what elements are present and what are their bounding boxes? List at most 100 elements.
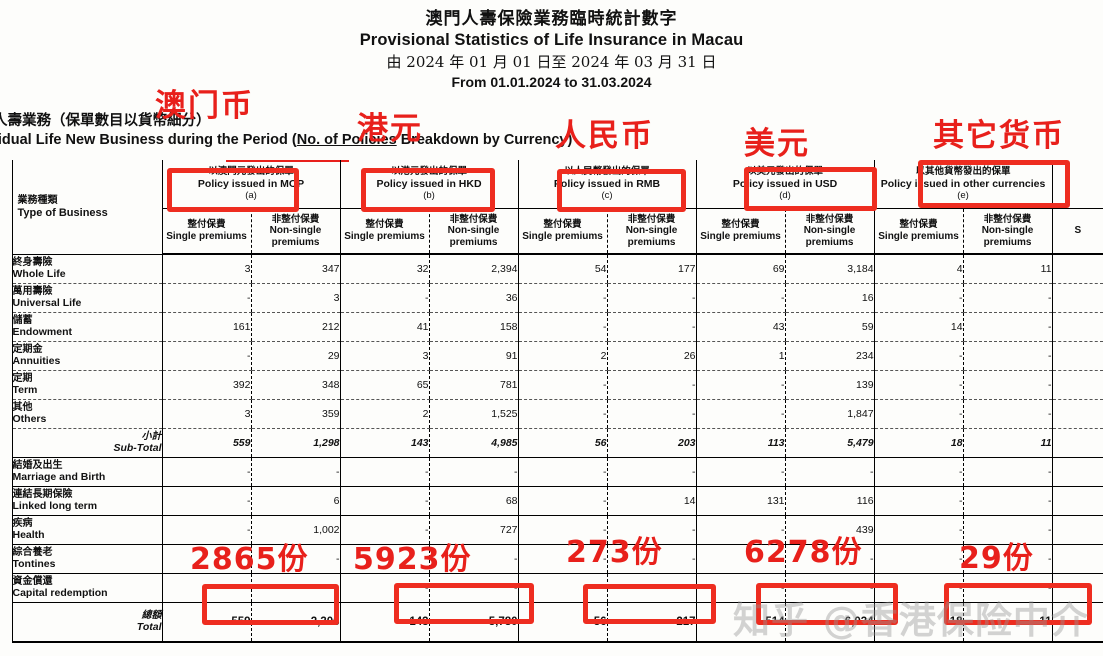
row-label-en: Tontines <box>12 557 56 570</box>
table-cell: 234 <box>784 341 875 371</box>
table-cell: - <box>517 544 608 574</box>
ph-en: Non-single premiums <box>803 225 856 248</box>
table-cell: - <box>962 312 1053 342</box>
table-cell: - <box>606 283 697 313</box>
row-partial-cell <box>1051 428 1103 458</box>
table-cell: 727 <box>428 515 519 545</box>
row-label-cn: 結婚及出生 <box>12 460 63 471</box>
row-label: 綜合養老 Tontines <box>11 544 162 574</box>
table-cell: 4 <box>873 254 964 284</box>
table-cell: - <box>606 515 697 545</box>
ph-cn: 整付保費 <box>899 219 938 231</box>
table-cell: 1,525 <box>428 399 519 429</box>
subheading-en-underlined: No. of Policies <box>296 132 397 148</box>
table-cell: - <box>962 544 1053 574</box>
table-cell: 14 <box>873 312 964 342</box>
partial-col-label: S <box>1074 225 1082 236</box>
table-cell: 3 <box>161 399 251 429</box>
table-row: 儲蓄 Endowment 161 212 41 158- -43 59 14- <box>0 312 1103 342</box>
table-cell: 3 <box>339 341 430 371</box>
table-cell: 11 <box>962 254 1053 284</box>
row-spacer <box>0 312 12 341</box>
table-cell: - <box>873 283 964 313</box>
table-cell: - <box>962 515 1053 545</box>
row-label: 小計 Sub-Total <box>11 428 162 458</box>
table-cell: 2,394 <box>428 254 519 284</box>
table-cell: - <box>784 457 875 487</box>
row-label-en: Term <box>12 383 38 396</box>
row-label: 總額 Total <box>11 602 162 643</box>
table-cell: 32 <box>339 254 430 284</box>
table-cell: 439 <box>784 515 875 545</box>
period-chinese: 由 2024 年 01 月 01 日至 2024 年 03 月 31 日 <box>386 53 717 71</box>
spacer-cell-2 <box>0 208 12 254</box>
row-label-cn: 資金償還 <box>12 576 53 587</box>
group-rmb-index: (c) <box>601 189 613 201</box>
row-label-en: Total <box>136 620 162 633</box>
ph-cn: 整付保費 <box>721 219 760 231</box>
premium-header-rmb-nonsingle: 非整付保費 Non-single premiums <box>606 208 697 255</box>
annotation-count-rmb: 273份 <box>566 535 663 570</box>
table-row: 終身壽險 Whole Life 3 347 32 2,394 54 177 69 3,184 4 11 <box>0 254 1103 284</box>
page-title: 澳門人壽保險業務臨時統計數字 Provisional Statistics of… <box>0 8 1103 92</box>
table-row: 結婚及出生 Marriage and Birth - - - - - - - - - - <box>0 457 1103 487</box>
subheading-en-part-a: Individual Life New Business during the … <box>0 132 297 148</box>
table-cell: 1,002 <box>250 515 341 545</box>
table-cell: 212 <box>250 312 341 342</box>
table-cell: - <box>606 399 697 429</box>
row-label-cn: 其他 <box>12 402 33 413</box>
table-cell: 11 <box>962 428 1053 458</box>
table-cell: 56 <box>517 602 608 643</box>
table-cell: 559 <box>161 602 251 643</box>
table-cell: 59 <box>784 312 875 342</box>
subheading: 個人人壽業務（保單數目以貨幣細分） Individual Life New Bu… <box>0 112 704 150</box>
table-cell: 6 <box>250 486 341 516</box>
ph-en: Single premiums <box>700 230 781 242</box>
partial-premium-header: S <box>1051 208 1103 255</box>
ph-en: Single premiums <box>166 230 247 242</box>
row-spacer <box>0 486 12 515</box>
premium-header-mop-nonsingle: 非整付保費 Non-single premiums <box>250 208 341 255</box>
row-label-cn: 萬用壽險 <box>12 286 53 297</box>
table-cell: 559 <box>161 428 251 458</box>
premium-header-hkd-single: 整付保費 Single premiums <box>339 208 430 255</box>
row-spacer <box>0 254 12 283</box>
type-of-business-cn: 業務種類 <box>17 194 58 206</box>
table-cell: - <box>962 370 1053 400</box>
table-cell: - <box>606 457 697 487</box>
ph-en: Single premiums <box>878 230 959 242</box>
table-cell: - <box>517 312 608 342</box>
premium-header-usd-single: 整付保費 Single premiums <box>695 208 786 255</box>
row-spacer <box>0 283 12 312</box>
statistics-table: 業務種類 Type of Business 以澳門元發出的保單 Policy i… <box>0 160 1103 643</box>
table-cell: 348 <box>250 370 341 400</box>
row-partial-cell <box>1051 573 1103 603</box>
annotation-currency-usd: 美元 <box>744 126 810 162</box>
table-cell: 113 <box>695 428 786 458</box>
group-other-cn: 以其他貨幣發出的保單 <box>915 165 1011 177</box>
table-cell: - <box>695 399 786 429</box>
table-body: 業務種類 Type of Business 以澳門元發出的保單 Policy i… <box>0 160 1103 643</box>
row-label-en: Whole Life <box>12 267 66 280</box>
table-row: 連結長期保險 Linked long term -6-68-14 131 116- - <box>0 486 1103 516</box>
table-cell: - <box>517 370 608 400</box>
table-cell: - <box>962 399 1053 429</box>
subheading-chinese: 個人人壽業務（保單數目以貨幣細分） <box>0 113 211 129</box>
row-spacer <box>0 515 12 544</box>
group-usd-en: Policy issued in USD <box>732 177 838 190</box>
table-cell: - <box>161 486 251 516</box>
group-header-mop: 以澳門元發出的保單 Policy issued in MOP (a) <box>161 160 341 209</box>
table-cell: - <box>873 457 964 487</box>
row-label: 定期 Term <box>11 370 162 400</box>
ph-en: Non-single premiums <box>269 225 322 248</box>
table-cell: 11 <box>962 602 1053 643</box>
table-cell: - <box>161 515 251 545</box>
annotation-count-other: 29份 <box>959 541 1034 576</box>
table-cell: 36 <box>428 283 519 313</box>
table-cell: 347 <box>250 254 341 284</box>
row-label-cn: 終身壽險 <box>12 257 53 268</box>
table-cell: - <box>873 341 964 371</box>
row-partial-cell <box>1051 399 1103 429</box>
row-spacer <box>0 573 12 602</box>
row-label-cn: 小計 <box>141 431 162 442</box>
